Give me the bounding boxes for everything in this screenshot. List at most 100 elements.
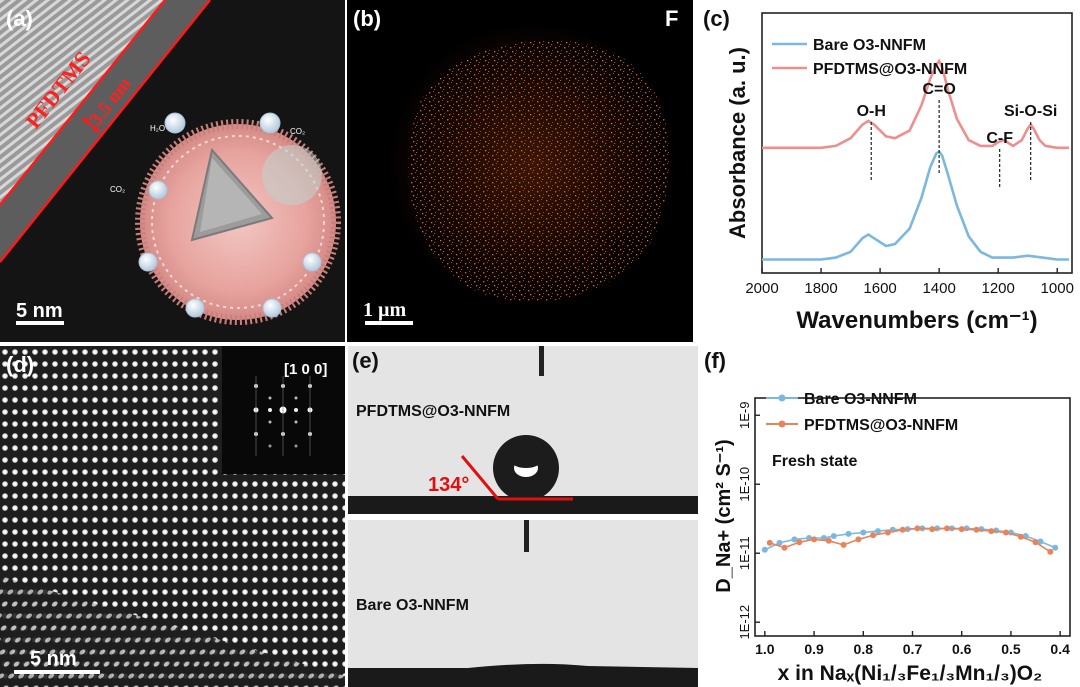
diffusion-point-1: [914, 525, 921, 532]
surface-lattice: [0, 576, 345, 687]
panel-b-eds-map: 1 µm F: [363, 6, 678, 325]
panel-d-haadf-image: [1 0 0] 5 nm: [0, 346, 345, 687]
panel-f-label: (f): [704, 348, 726, 373]
ftir-series-line-0: [762, 149, 1069, 261]
diffusion-x-tick-label: 0.9: [804, 641, 824, 657]
diffusion-point-1: [825, 537, 832, 544]
diffusion-point-1: [988, 528, 995, 535]
element-label: F: [665, 6, 678, 31]
panel-e-label: (e): [352, 348, 379, 373]
bottom-sample-label: Bare O3-NNFM: [356, 597, 469, 614]
panel-a-label: (a): [6, 6, 33, 31]
diffusion-point-1: [1017, 533, 1024, 540]
fft-spots: [253, 376, 313, 456]
ftir-x-tick-label: 1400: [922, 280, 955, 297]
contact-angle-bottom-image: [348, 520, 698, 687]
diffusion-chart: 1.0 0.9 0.8 0.7 0.6 0.5 0.4 1E-9 1E-10 1E-11 1E-12…: [713, 391, 1071, 685]
diffusion-point-1: [899, 526, 906, 533]
diffusion-point-0: [845, 530, 852, 537]
diffusion-point-1: [781, 544, 788, 551]
panel-d-label: (d): [6, 352, 35, 377]
ftir-chart: 2000 1800 1600 1400 1200 1000 O-H C=O C-F Si-O-S…: [725, 12, 1074, 334]
panel-b-label: (b): [353, 6, 382, 31]
diffusion-point-0: [776, 539, 783, 546]
coating-inner-line: [0, 0, 166, 206]
diffusion-point-1: [855, 536, 862, 543]
scale-bar-b-label: 1 µm: [363, 299, 407, 321]
diffusion-point-0: [761, 546, 768, 553]
diffusion-point-0: [860, 529, 867, 536]
top-substrate: [348, 496, 698, 514]
contact-angle-value: 134°: [428, 474, 469, 496]
fft-zone-axis-label: [1 0 0]: [284, 361, 327, 378]
diffusion-y-tick-label: 1E-11: [737, 536, 752, 570]
diffusion-point-1: [973, 526, 980, 533]
molecule-bubbles: [138, 112, 322, 318]
diffusion-point-1: [811, 536, 818, 543]
diffusion-x-tick-label: 0.6: [952, 641, 972, 657]
panel-c: 2000 1800 1600 1400 1200 1000 O-H C=O C-F Si-O-S…: [697, 0, 1080, 342]
fluorine-distribution: [408, 40, 669, 302]
diffusion-point-0: [1052, 544, 1059, 551]
ftir-x-axis-title: Wavenumbers (cm⁻¹): [796, 307, 1037, 334]
diffusion-point-1: [958, 526, 965, 533]
coating-outer-line: [0, 0, 211, 263]
panel-e-contact-angle: 134° PFDTMS@O3-NNFM Bare O3-NNFM: [348, 346, 698, 687]
legend-f-label-bare: Bare O3-NNFM: [804, 391, 917, 408]
diffusion-x-tick-label: 0.8: [854, 641, 874, 657]
panel-d: [1 0 0] 5 nm (d): [0, 346, 345, 687]
ftir-x-tick-label: 1000: [1041, 280, 1074, 297]
diffusion-x-tick-label: 1.0: [755, 641, 775, 657]
diffusion-x-tick-label: 0.5: [1001, 641, 1021, 657]
panel-b: 1 µm F (b): [347, 0, 693, 342]
panel-f: 1.0 0.9 0.8 0.7 0.6 0.5 0.4 1E-9 1E-10 1E-11 1E-12…: [700, 346, 1080, 687]
ftir-x-tick-label: 1200: [982, 280, 1015, 297]
ftir-y-axis-title: Absorbance (a. u.): [725, 47, 750, 239]
ftir-peak-label: C=O: [922, 81, 955, 98]
ftir-peak-label: O-H: [857, 103, 886, 120]
diffusion-point-1: [796, 539, 803, 546]
top-needle: [539, 346, 544, 376]
molecule-label-co2-left: CO₂: [110, 185, 125, 194]
diffusion-y-tick-label: 1E-12: [737, 605, 752, 640]
panel-a: PFDTMS 3.5 nm H₂O CO₂ CO₂ 5 nm (a): [0, 0, 345, 342]
bottom-substrate: [348, 663, 698, 687]
diffusion-point-1: [884, 529, 891, 536]
bottom-needle: [524, 520, 529, 552]
ftir-peak-label: C-F: [986, 130, 1013, 147]
diffusion-point-0: [875, 528, 881, 535]
molecule-label-h2o: H₂O: [150, 124, 165, 133]
diffusion-point-1: [870, 532, 877, 539]
diffusion-point-1: [944, 525, 950, 532]
ftir-x-tick-label: 1600: [863, 280, 896, 297]
particle-schematic: [135, 119, 341, 325]
ftir-series-line-1: [762, 58, 1069, 150]
diffusion-point-1: [1003, 529, 1009, 536]
fresh-state-annotation: Fresh state: [772, 453, 857, 470]
diffusion-point-0: [1037, 538, 1044, 545]
ftir-peak-label: Si-O-Si: [1004, 103, 1057, 120]
diffusion-point-1: [766, 539, 773, 546]
diffusion-x-axis-title: x in Naₓ(Ni₁/₃Fe₁/₃Mn₁/₃)O₂: [778, 662, 1043, 685]
panel-c-label: (c): [703, 6, 730, 31]
legend-f-label-coated: PFDTMS@O3-NNFM: [804, 417, 958, 434]
diffusion-y-axis-title: D_Na+ (cm² S⁻¹): [713, 439, 735, 592]
ftir-x-tick-label: 1800: [804, 280, 837, 297]
panel-e: 134° PFDTMS@O3-NNFM Bare O3-NNFM (e): [348, 346, 698, 687]
ftir-plot-frame: [761, 12, 1073, 274]
diffusion-point-1: [929, 526, 936, 533]
diffusion-point-0: [830, 533, 837, 539]
panel-a-tem-image: PFDTMS 3.5 nm H₂O CO₂ CO₂ 5 nm: [0, 0, 341, 325]
diffusion-y-tick-label: 1E-9: [737, 402, 752, 429]
tangent-line: [460, 455, 500, 500]
legend-label-coated: PFDTMS@O3-NNFM: [813, 61, 967, 78]
diffusion-x-tick-label: 0.7: [903, 641, 923, 657]
diffusion-point-1: [1047, 548, 1054, 555]
molecule-label-co2-right: CO₂: [290, 127, 305, 136]
scale-bar-d-label: 5 nm: [30, 648, 77, 670]
scale-bar-a-label: 5 nm: [16, 300, 63, 322]
ftir-x-tick-label: 2000: [745, 280, 778, 297]
diffusion-x-tick-label: 0.4: [1050, 641, 1070, 657]
legend-label-bare: Bare O3-NNFM: [813, 37, 926, 54]
diffusion-point-1: [840, 541, 847, 548]
